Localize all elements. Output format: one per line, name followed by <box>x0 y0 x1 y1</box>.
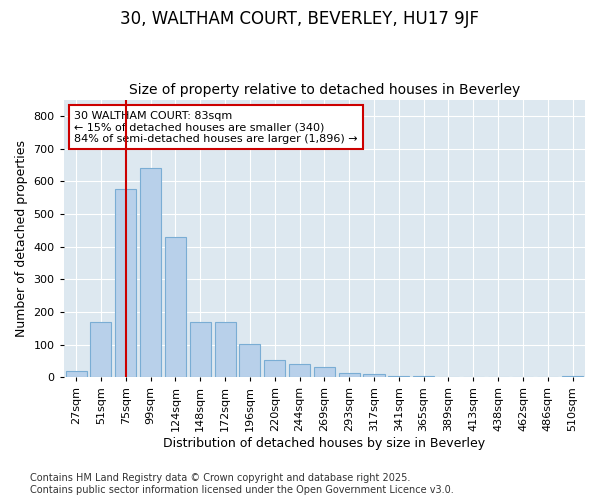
Bar <box>115 190 136 378</box>
Text: 30 WALTHAM COURT: 83sqm
← 15% of detached houses are smaller (340)
84% of semi-d: 30 WALTHAM COURT: 83sqm ← 15% of detache… <box>74 110 358 144</box>
Bar <box>190 322 211 378</box>
Bar <box>289 364 310 378</box>
Bar <box>438 376 459 378</box>
Bar <box>314 366 335 378</box>
Bar <box>364 374 385 378</box>
Bar <box>562 376 583 378</box>
Bar <box>91 322 112 378</box>
Bar <box>140 168 161 378</box>
Bar <box>338 374 360 378</box>
Y-axis label: Number of detached properties: Number of detached properties <box>15 140 28 337</box>
Bar <box>463 376 484 378</box>
Bar <box>239 344 260 378</box>
Bar <box>413 376 434 378</box>
Bar <box>65 371 86 378</box>
Bar <box>165 237 186 378</box>
Text: Contains HM Land Registry data © Crown copyright and database right 2025.
Contai: Contains HM Land Registry data © Crown c… <box>30 474 454 495</box>
Title: Size of property relative to detached houses in Beverley: Size of property relative to detached ho… <box>129 83 520 97</box>
Text: 30, WALTHAM COURT, BEVERLEY, HU17 9JF: 30, WALTHAM COURT, BEVERLEY, HU17 9JF <box>121 10 479 28</box>
Bar <box>264 360 285 378</box>
Bar <box>215 322 236 378</box>
X-axis label: Distribution of detached houses by size in Beverley: Distribution of detached houses by size … <box>163 437 485 450</box>
Bar <box>388 376 409 378</box>
